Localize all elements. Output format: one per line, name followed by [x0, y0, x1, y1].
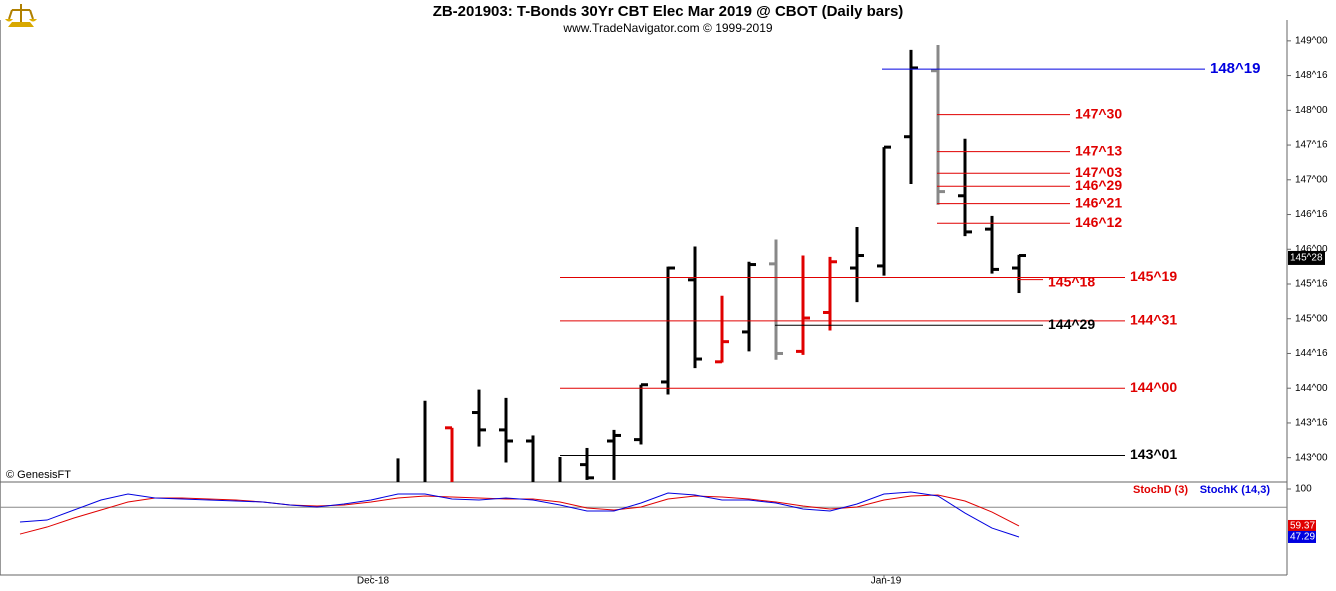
level-label: 144^29	[1048, 316, 1095, 332]
y-tick-label: 147^16	[1295, 140, 1328, 151]
y-tick-label: 148^00	[1295, 105, 1328, 116]
y-tick-label: 143^16	[1295, 418, 1328, 429]
level-label: 145^18	[1048, 273, 1095, 289]
y-tick-label: 143^00	[1295, 452, 1328, 463]
y-tick-label: 149^00	[1295, 35, 1328, 46]
last-price-box	[1288, 250, 1325, 265]
level-label: 144^00	[1130, 379, 1177, 395]
value-label-box	[1288, 530, 1316, 543]
price-panel	[396, 45, 1026, 482]
y-tick-label: 144^16	[1295, 348, 1328, 359]
y-tick-label: 147^00	[1295, 174, 1328, 185]
legend-entry: StochK (14,3)	[1200, 484, 1271, 496]
value-label-box	[1288, 519, 1316, 532]
chart-title: ZB-201903: T-Bonds 30Yr CBT Elec Mar 201…	[433, 3, 904, 20]
level-label: 147^03	[1075, 164, 1122, 180]
y-tick-label: 144^00	[1295, 383, 1328, 394]
value-label: 59.37	[1290, 521, 1315, 532]
legend-entry: StochD (3)	[1133, 484, 1188, 496]
level-label: 146^12	[1075, 214, 1122, 230]
last-price-label: 145^28	[1290, 253, 1323, 264]
level-label: 145^19	[1130, 268, 1177, 284]
level-label: 143^01	[1130, 446, 1177, 462]
y-tick-label: 145^00	[1295, 313, 1328, 324]
level-label: 146^29	[1075, 177, 1122, 193]
level-label: 147^13	[1075, 142, 1122, 158]
value-label: 47.29	[1290, 532, 1315, 543]
stoch-line	[19, 491, 1020, 538]
y-tick-label: 100	[1295, 484, 1312, 495]
y-tick-label: 146^00	[1295, 244, 1328, 255]
level-label: 144^31	[1130, 312, 1177, 328]
y-tick-label: 146^16	[1295, 209, 1328, 220]
chart-subtitle: www.TradeNavigator.com © 1999-2019	[562, 21, 772, 35]
y-tick-label: 145^16	[1295, 279, 1328, 290]
x-tick-label: Dec-18	[357, 576, 390, 587]
level-label: 147^30	[1075, 105, 1122, 121]
y-tick-label: 148^16	[1295, 70, 1328, 81]
level-label: 148^19	[1210, 60, 1260, 77]
logo	[5, 4, 37, 27]
watermark: © GenesisFT	[6, 469, 71, 481]
level-label: 146^21	[1075, 194, 1122, 210]
x-tick-label: Jan-19	[871, 576, 902, 587]
